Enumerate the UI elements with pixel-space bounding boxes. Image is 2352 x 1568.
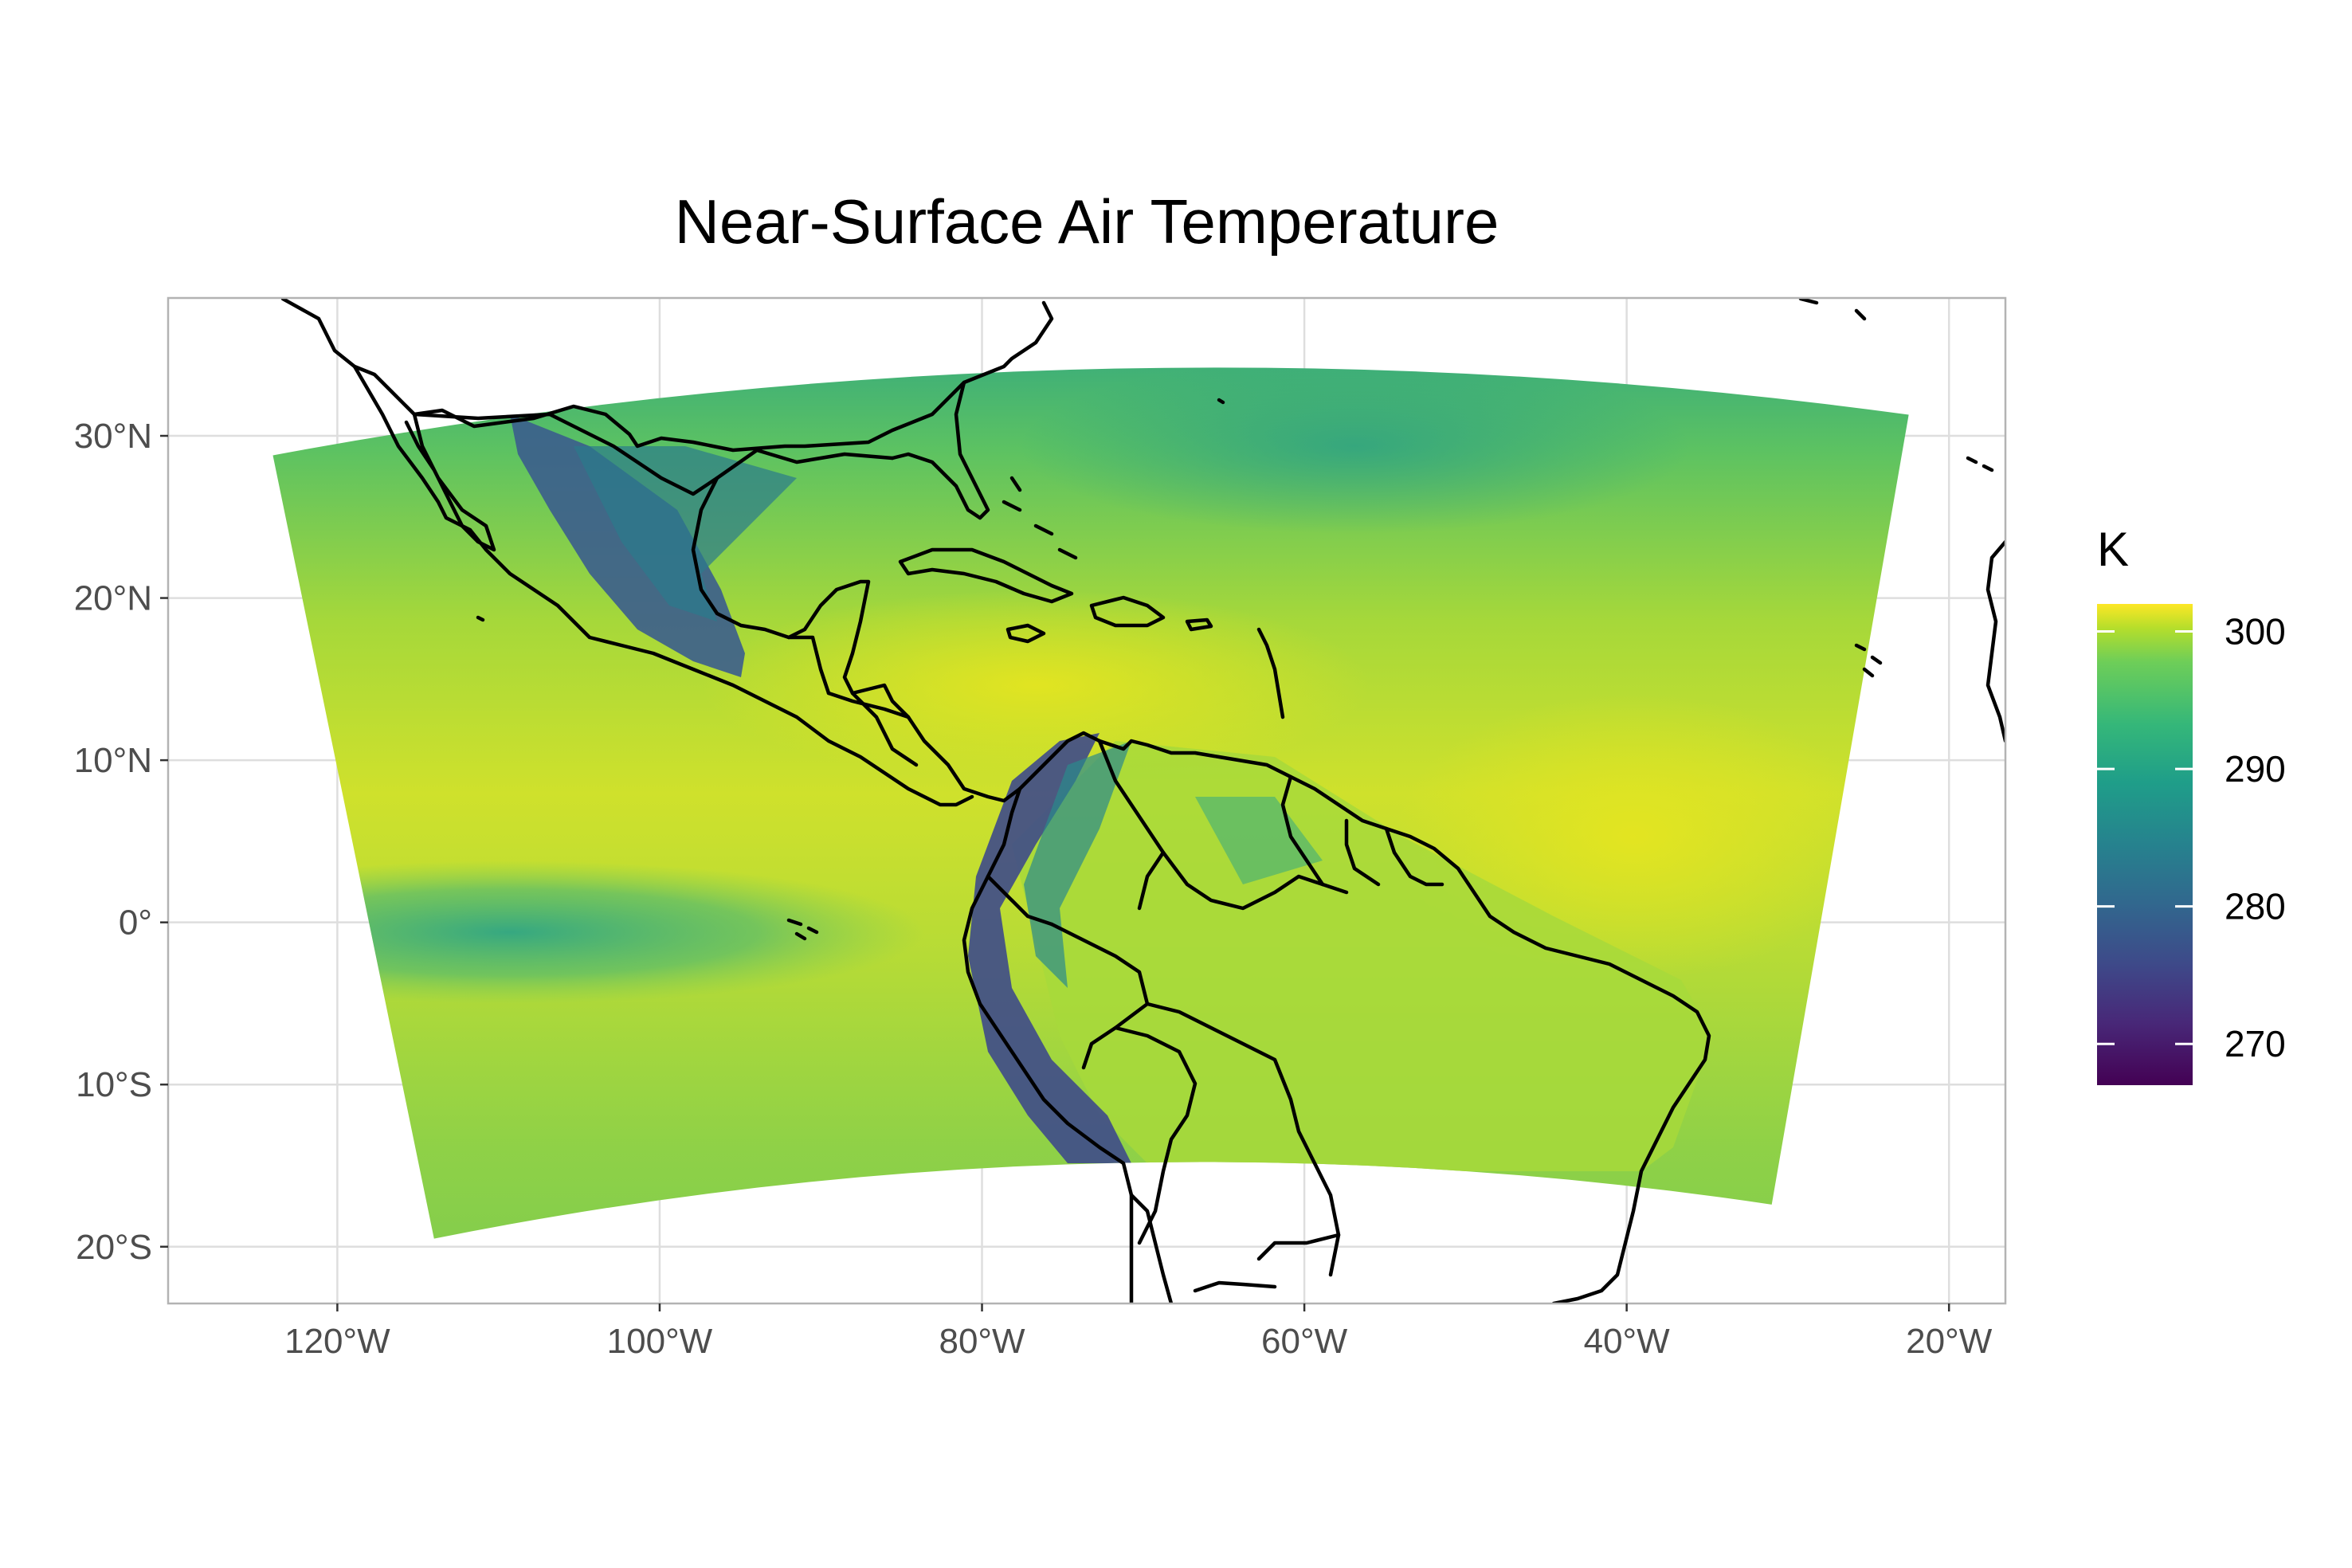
x-tick-label: 40°W (1584, 1322, 1671, 1361)
andes-cold (968, 733, 1131, 1163)
y-tick-label: 20°S (76, 1228, 152, 1267)
caribbean-warm-anomaly (701, 590, 1370, 781)
legend-ticks: 270 280 290 300 (2097, 611, 2286, 1064)
border-central-america-2 (850, 691, 919, 767)
small-islands (476, 298, 2005, 941)
border-bolivia-brazil (1145, 1002, 1341, 1277)
coastlines (280, 298, 1711, 1303)
coastline-florida (890, 380, 990, 520)
coastline-pacific-mexico (352, 364, 974, 807)
cape-verde-islands (1854, 643, 1883, 678)
revillagigedo-islands (476, 615, 485, 622)
azores-coast (1798, 298, 1867, 321)
coastline-jamaica (1005, 623, 1046, 644)
border-central-america-1 (826, 691, 911, 719)
canary-islands (1966, 456, 1994, 472)
coastline-south-america (1017, 731, 1711, 1303)
country-borders (412, 412, 1445, 1303)
y-tick-label: 10°N (74, 741, 152, 780)
coastline-puerto-rico (1185, 617, 1213, 632)
x-tick-label: 80°W (939, 1322, 1025, 1361)
legend-title: K (2097, 523, 2129, 576)
x-axis: 120°W 100°W 80°W 60°W 40°W 20°W (284, 1303, 1993, 1361)
y-tick-label: 30°N (74, 417, 152, 456)
africa-coast (1985, 539, 2005, 743)
x-tick-label: 20°W (1906, 1322, 1993, 1361)
andes-slopes (1024, 741, 1131, 988)
chart-title: Near-Surface Air Temperature (675, 186, 1499, 257)
legend-tick-label: 300 (2225, 611, 2286, 653)
border-peru-bolivia (1113, 1025, 1198, 1245)
atlantic-cool-anomaly (1020, 367, 1689, 534)
coastline-hispaniola (1089, 595, 1166, 628)
legend-tick-label: 270 (2225, 1023, 2286, 1064)
y-axis: 30°N 20°N 10°N 0° 10°S 20°S (74, 417, 168, 1267)
border-guatemala-mexico (786, 635, 831, 696)
coastline-baja (404, 412, 496, 552)
coastline-pacific-south-america (962, 786, 1134, 1303)
legend: K 270 280 290 300 (2097, 523, 2286, 1085)
border-paraguay (1193, 1233, 1341, 1293)
border-venezuela-brazil (1161, 850, 1349, 911)
bermuda (1217, 398, 1225, 405)
coastline-lesser-antilles (1256, 627, 1285, 719)
coastline-north-america (280, 298, 1054, 453)
colorbar (2097, 604, 2193, 1085)
border-ecuador-peru (986, 874, 1054, 927)
coastline-bahamas (1002, 476, 1078, 560)
y-tick-label: 10°S (76, 1065, 152, 1104)
x-tick-label: 120°W (284, 1322, 390, 1361)
x-tick-label: 60°W (1261, 1322, 1348, 1361)
legend-tick-label: 290 (2225, 748, 2286, 790)
border-us-mexico (412, 412, 719, 496)
x-tick-label: 100°W (607, 1322, 713, 1361)
temperature-field (272, 367, 1909, 1239)
y-tick-label: 0° (119, 904, 152, 943)
border-colombia-peru-brazil (1049, 922, 1150, 1070)
border-chile-bolivia (1129, 1193, 1174, 1303)
coastline-cuba (898, 547, 1074, 604)
guiana-highlands (1195, 797, 1323, 884)
galapagos-islands (786, 918, 819, 941)
coastline-gulf-of-mexico (691, 448, 1022, 803)
border-guyana (1280, 774, 1381, 887)
y-tick-label: 20°N (74, 579, 152, 618)
border-suriname-guiana (1384, 826, 1445, 887)
legend-tick-label: 280 (2225, 886, 2286, 927)
mexico-plateau (574, 446, 797, 621)
plot-panel-border (167, 296, 2007, 1305)
border-colombia-venezuela (1097, 739, 1166, 911)
